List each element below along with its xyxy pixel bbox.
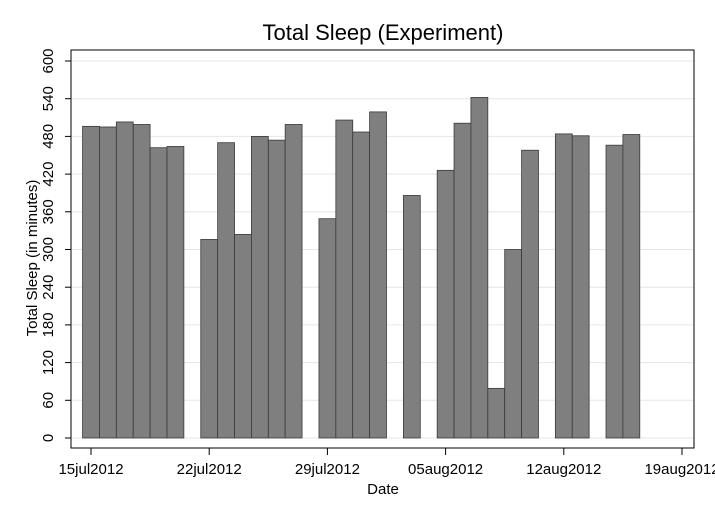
x-tick-label: 15jul2012: [58, 461, 123, 478]
x-tick-label: 05aug2012: [408, 461, 483, 478]
bar: [166, 146, 185, 439]
bar: [453, 122, 472, 439]
x-tick-label: 19aug2012: [644, 461, 715, 478]
bar: [369, 111, 387, 439]
bar: [99, 126, 117, 439]
bar: [234, 234, 252, 439]
bar: [251, 135, 269, 439]
bar: [554, 133, 573, 439]
axes: 0 60 120 180 240 300 360 420 480 540 600 15jul2012 2…: [40, 48, 715, 478]
bar: [504, 249, 522, 439]
x-tick-label: 29jul2012: [295, 461, 360, 478]
y-axis-label: Total Sleep (in minutes): [24, 180, 41, 337]
bar: [318, 218, 337, 439]
y-tick-label: 120: [40, 350, 57, 375]
bar: [284, 124, 303, 439]
y-tick-label: 300: [40, 237, 57, 262]
y-tick-label: 480: [40, 124, 57, 149]
bar: [571, 135, 590, 439]
bar: [267, 139, 286, 439]
bar: [335, 119, 354, 439]
bar: [82, 125, 100, 439]
x-tick-label: 12aug2012: [526, 461, 601, 478]
y-tick-label: 60: [40, 392, 57, 409]
y-tick-label: 420: [40, 162, 57, 187]
y-tick-label: 180: [40, 312, 57, 337]
bars: [82, 97, 641, 439]
bar: [436, 169, 455, 439]
y-tick-label: 240: [40, 275, 57, 300]
chart-title: Total Sleep (Experiment): [263, 20, 504, 45]
y-tick-label: 600: [40, 48, 57, 73]
bar: [521, 149, 539, 439]
bar: [352, 131, 371, 439]
bar: [622, 134, 641, 439]
y-tick-label: 360: [40, 199, 57, 224]
bar: [115, 121, 134, 439]
y-tick-label: 540: [40, 86, 57, 111]
y-tick-label: 0: [40, 434, 57, 442]
bar: [132, 124, 151, 439]
bar: [402, 195, 421, 439]
bar: [605, 144, 624, 439]
bar: [149, 147, 168, 439]
bar: [200, 239, 219, 439]
x-axis-label: Date: [367, 481, 399, 498]
bar: [217, 142, 235, 439]
x-tick-label: 22jul2012: [177, 461, 242, 478]
bar: [487, 387, 506, 439]
bar: [470, 97, 489, 439]
